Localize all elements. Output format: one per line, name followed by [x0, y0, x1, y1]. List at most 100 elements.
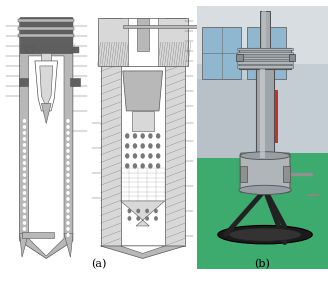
- Bar: [18, 34, 74, 37]
- Circle shape: [126, 134, 129, 138]
- Circle shape: [67, 126, 69, 128]
- Circle shape: [24, 120, 26, 122]
- Bar: [128, 18, 158, 66]
- Circle shape: [67, 162, 69, 164]
- Circle shape: [67, 234, 69, 236]
- Circle shape: [126, 154, 129, 158]
- Bar: [237, 48, 293, 50]
- Bar: [197, 153, 328, 269]
- Polygon shape: [20, 233, 29, 257]
- Circle shape: [133, 164, 136, 168]
- Circle shape: [24, 234, 26, 236]
- Circle shape: [128, 217, 131, 220]
- Bar: [18, 19, 74, 22]
- Bar: [256, 66, 274, 158]
- Bar: [197, 79, 256, 158]
- Bar: [19, 78, 28, 86]
- Polygon shape: [29, 56, 64, 256]
- Polygon shape: [121, 201, 165, 226]
- Circle shape: [133, 134, 136, 138]
- Circle shape: [146, 217, 148, 220]
- Circle shape: [126, 144, 129, 148]
- Text: (b): (b): [255, 259, 270, 269]
- Text: (a): (a): [91, 259, 106, 269]
- Circle shape: [67, 132, 69, 134]
- Bar: [132, 111, 154, 131]
- Circle shape: [24, 156, 26, 158]
- Circle shape: [137, 209, 139, 213]
- Ellipse shape: [229, 228, 301, 241]
- Bar: [289, 54, 295, 61]
- Circle shape: [67, 228, 69, 230]
- Polygon shape: [40, 66, 53, 103]
- FancyBboxPatch shape: [240, 153, 290, 192]
- Bar: [237, 57, 293, 59]
- Bar: [260, 66, 265, 158]
- Circle shape: [67, 222, 69, 224]
- Bar: [121, 66, 165, 246]
- Bar: [197, 6, 328, 64]
- Circle shape: [141, 144, 144, 148]
- Circle shape: [67, 144, 69, 146]
- Polygon shape: [35, 61, 57, 111]
- Polygon shape: [121, 246, 165, 254]
- Circle shape: [24, 168, 26, 170]
- Circle shape: [67, 138, 69, 140]
- Circle shape: [24, 204, 26, 206]
- Circle shape: [67, 150, 69, 152]
- Circle shape: [67, 216, 69, 218]
- Polygon shape: [20, 18, 73, 258]
- Bar: [237, 52, 293, 54]
- Circle shape: [67, 174, 69, 176]
- Bar: [260, 11, 270, 48]
- Circle shape: [133, 144, 136, 148]
- Bar: [26, 47, 33, 53]
- Circle shape: [128, 209, 131, 213]
- Circle shape: [24, 192, 26, 194]
- Circle shape: [149, 144, 152, 148]
- Bar: [239, 48, 291, 69]
- Bar: [237, 65, 293, 68]
- Bar: [202, 27, 241, 79]
- Bar: [240, 166, 247, 182]
- Circle shape: [24, 186, 26, 188]
- Circle shape: [157, 144, 160, 148]
- Bar: [100, 18, 121, 246]
- Bar: [283, 166, 290, 182]
- Circle shape: [24, 216, 26, 218]
- Circle shape: [67, 192, 69, 194]
- Bar: [247, 27, 286, 79]
- Bar: [262, 90, 278, 143]
- Circle shape: [157, 134, 160, 138]
- Circle shape: [24, 132, 26, 134]
- Circle shape: [67, 186, 69, 188]
- Bar: [97, 18, 188, 66]
- Circle shape: [67, 156, 69, 158]
- Bar: [236, 54, 243, 61]
- Bar: [137, 18, 149, 51]
- Circle shape: [24, 126, 26, 128]
- Bar: [165, 18, 185, 246]
- Ellipse shape: [240, 152, 290, 160]
- Bar: [72, 47, 79, 53]
- Bar: [22, 232, 54, 239]
- Circle shape: [155, 209, 157, 213]
- Circle shape: [24, 150, 26, 152]
- Circle shape: [24, 162, 26, 164]
- Bar: [237, 61, 293, 64]
- Circle shape: [137, 217, 139, 220]
- Bar: [262, 11, 266, 48]
- Bar: [41, 53, 51, 91]
- Circle shape: [149, 164, 152, 168]
- Circle shape: [126, 164, 129, 168]
- Circle shape: [133, 154, 136, 158]
- Ellipse shape: [239, 185, 291, 194]
- Circle shape: [149, 134, 152, 138]
- Polygon shape: [64, 233, 73, 257]
- Circle shape: [24, 222, 26, 224]
- Circle shape: [67, 168, 69, 170]
- Circle shape: [24, 138, 26, 140]
- Circle shape: [141, 164, 144, 168]
- Circle shape: [67, 120, 69, 122]
- Polygon shape: [100, 246, 185, 258]
